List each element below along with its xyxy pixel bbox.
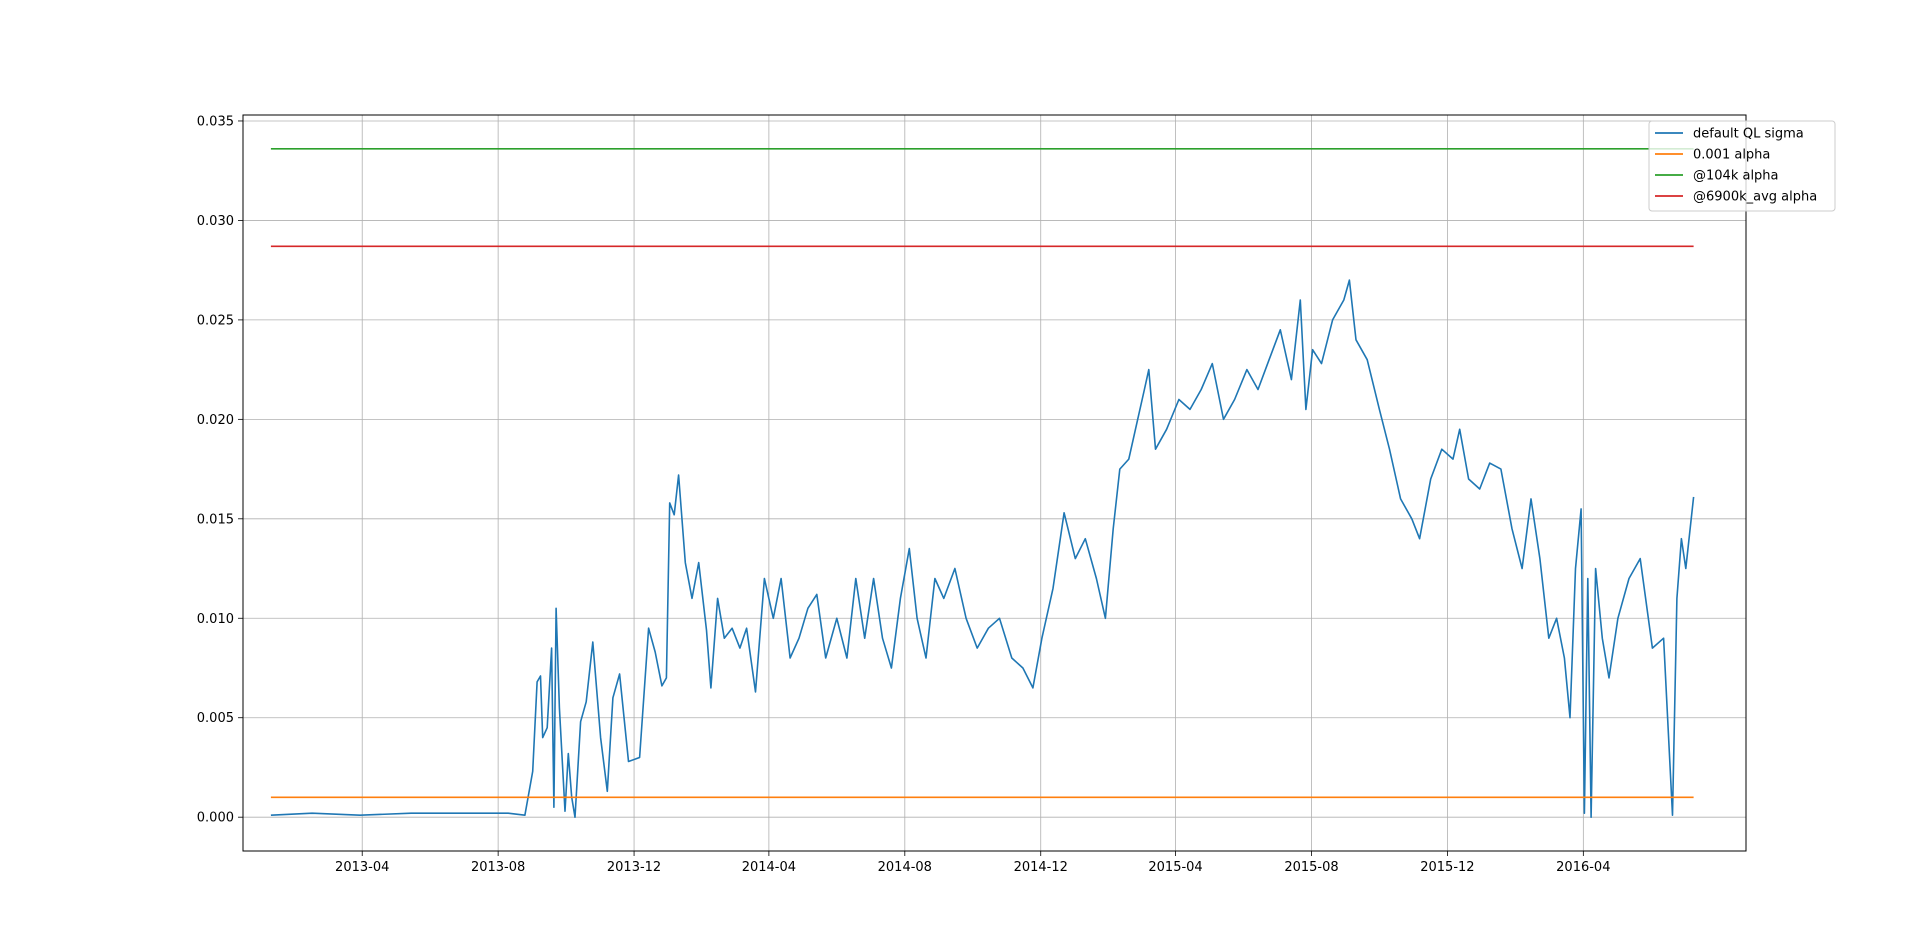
y-tick-label: 0.025 [197, 313, 234, 328]
x-tick-label: 2013-08 [471, 860, 525, 875]
x-axis: 2013-04 2013-08 2013-12 2014-04 2014-08 2014-… [335, 851, 1610, 875]
x-tick-label: 2015-04 [1148, 860, 1202, 875]
x-tick-label: 2013-12 [607, 860, 661, 875]
y-tick-label: 0.005 [197, 711, 234, 726]
y-tick-label: 0.035 [197, 114, 234, 129]
x-tick-label: 2014-12 [1014, 860, 1068, 875]
legend-label: 0.001 alpha [1693, 148, 1770, 163]
series-line-default-ql-sigma [270, 279, 1695, 819]
legend-label: @6900k_avg alpha [1693, 190, 1817, 205]
legend-label: @104k alpha [1693, 169, 1779, 184]
x-tick-label: 2015-08 [1284, 860, 1338, 875]
y-axis: 0.000 0.005 0.010 0.015 0.020 0.025 0.030 0.035 [197, 114, 243, 826]
x-tick-label: 2014-08 [878, 860, 932, 875]
x-tick-label: 2014-04 [742, 860, 796, 875]
grid-lines [243, 115, 1746, 851]
legend-label: default QL sigma [1693, 127, 1804, 142]
y-tick-label: 0.015 [197, 512, 234, 527]
plot-area-frame [242, 114, 1747, 852]
legend: default QL sigma 0.001 alpha @104k alpha @6… [1648, 120, 1836, 212]
y-tick-label: 0.020 [197, 413, 234, 428]
x-tick-label: 2015-12 [1420, 860, 1474, 875]
y-tick-label: 0.030 [197, 214, 234, 229]
legend-box [1648, 120, 1836, 212]
y-tick-label: 0.010 [197, 612, 234, 627]
y-tick-label: 0.000 [197, 811, 234, 826]
x-tick-label: 2016-04 [1556, 860, 1610, 875]
series-layer [270, 148, 1695, 819]
x-tick-label: 2013-04 [335, 860, 389, 875]
